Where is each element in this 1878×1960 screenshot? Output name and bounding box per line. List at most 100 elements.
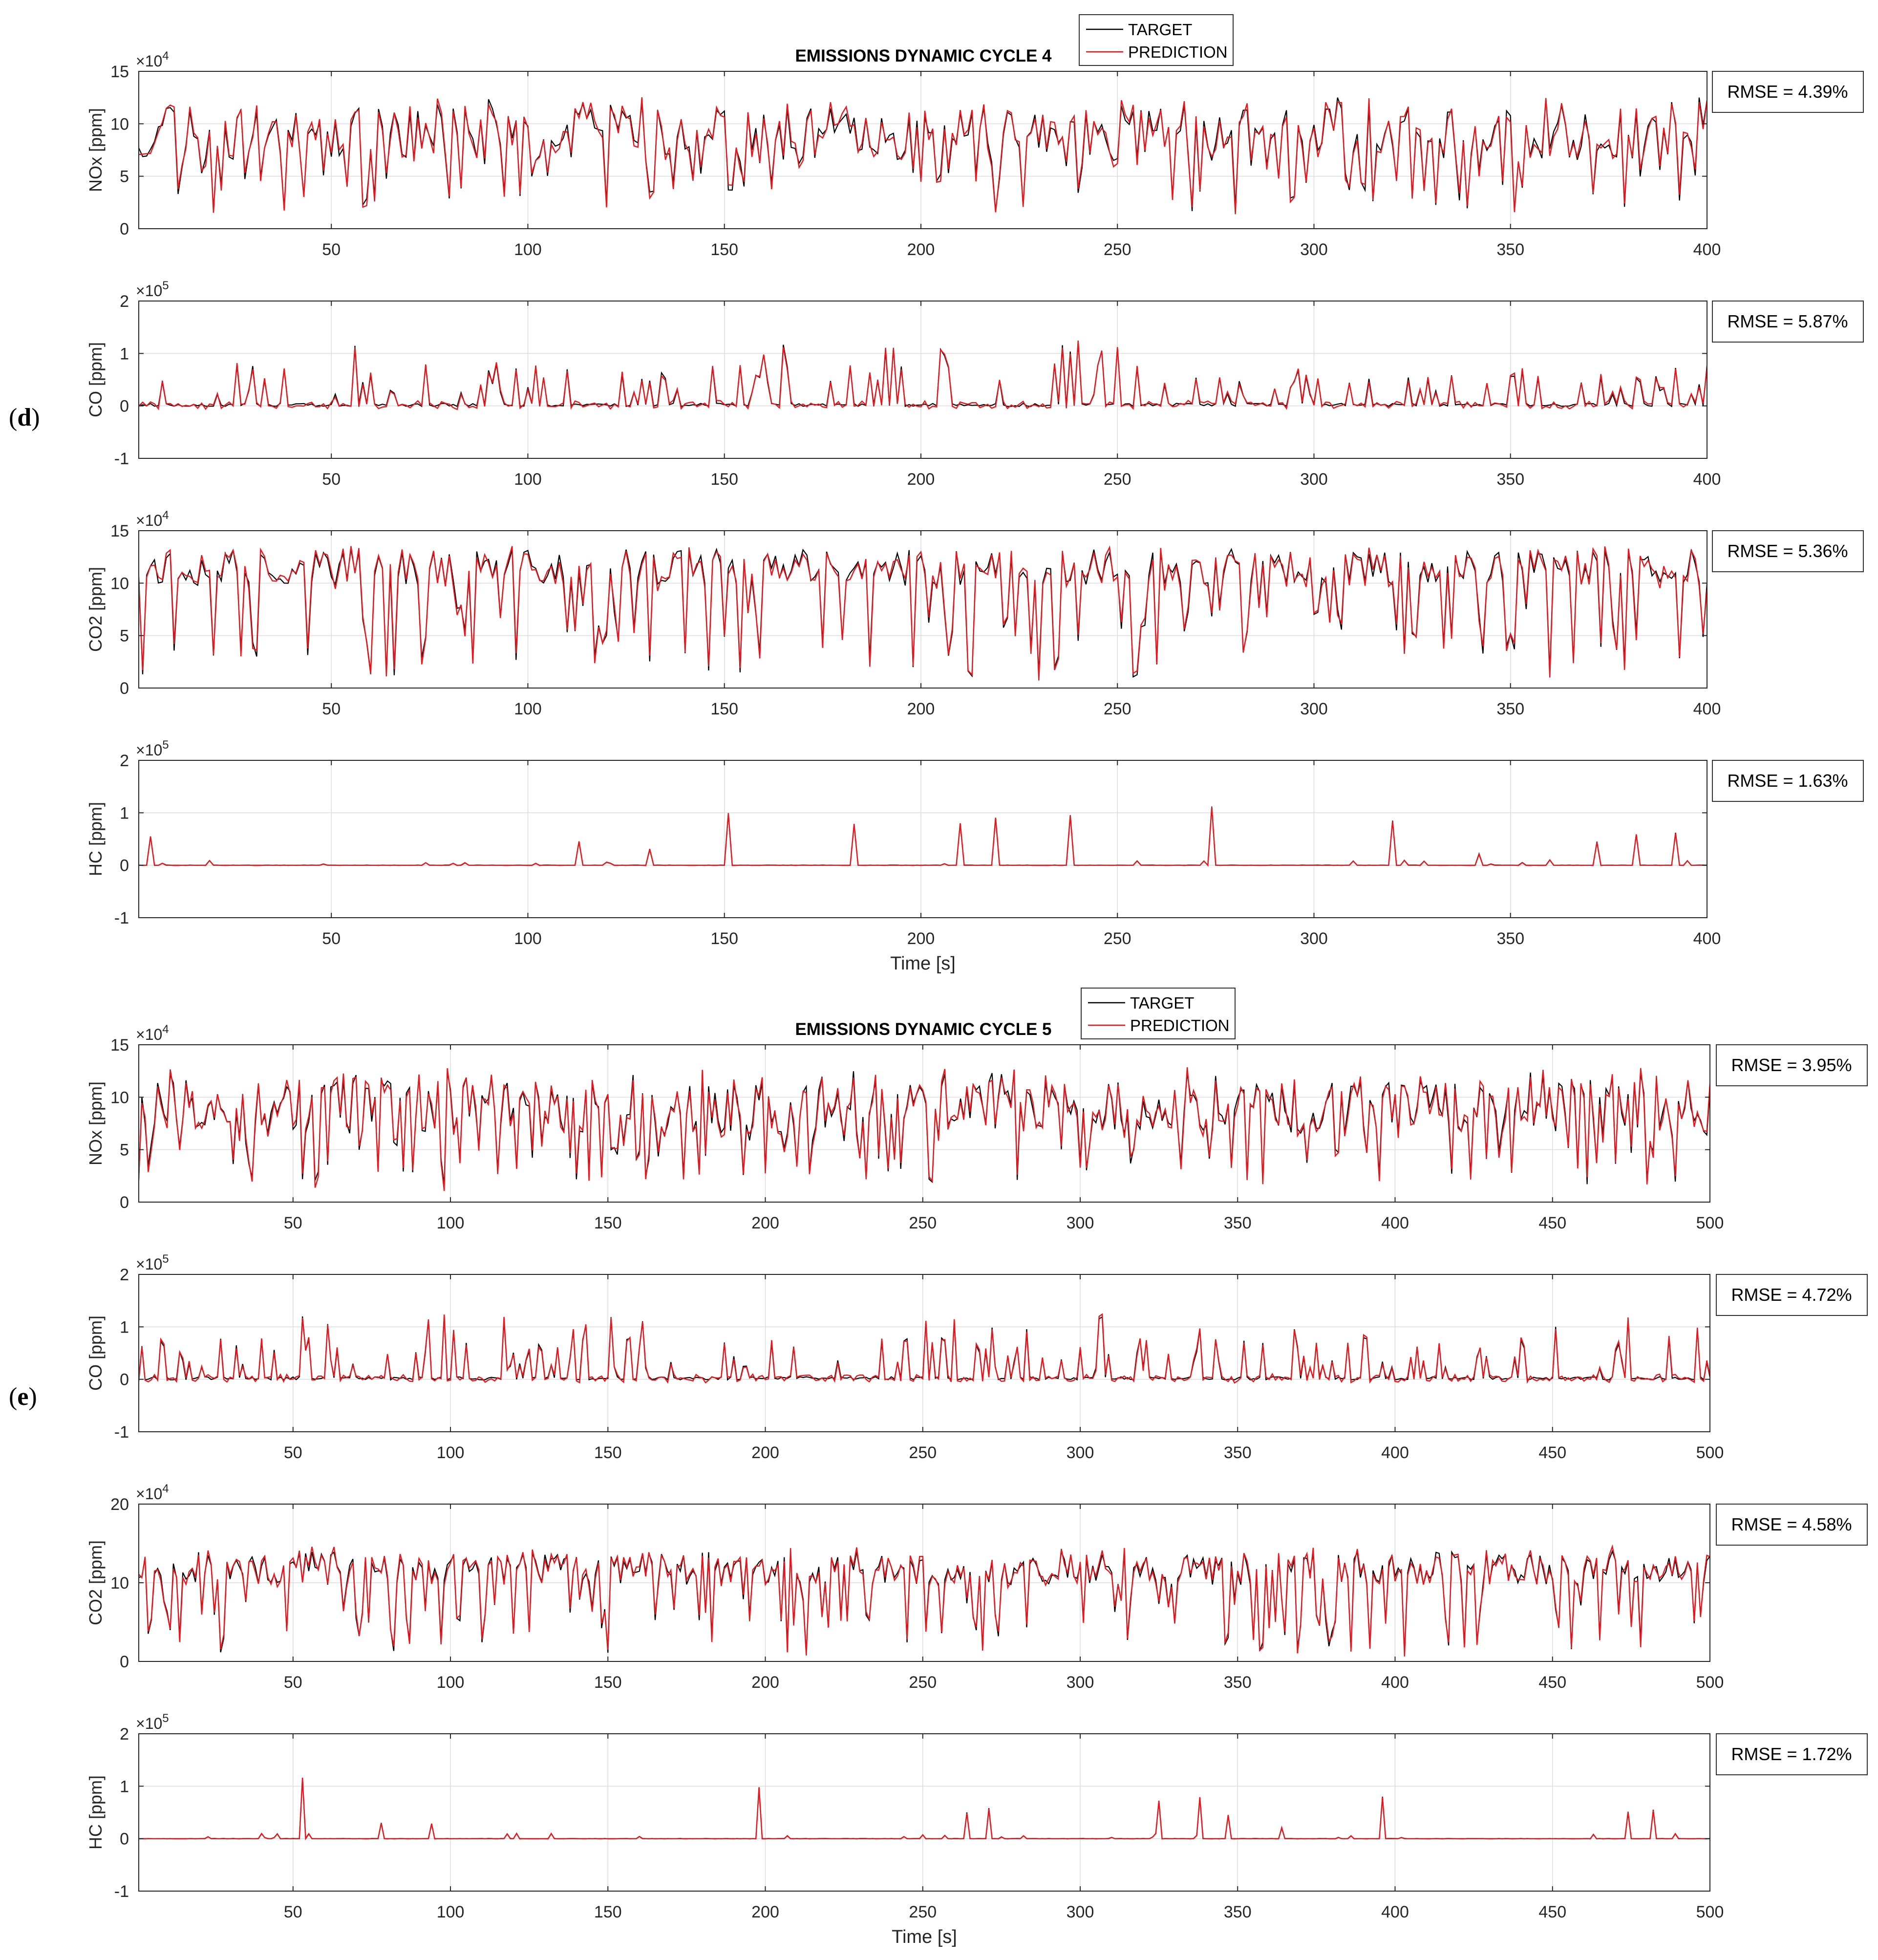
y-tick-label: 2 <box>120 1725 129 1744</box>
subplot-hc: 50 100 150 200 250 300 350 400 -1 0 1 2 ×105 HC [ppm]… <box>85 738 1864 974</box>
x-tick-label: 250 <box>1104 929 1131 948</box>
y-tick-label: 0 <box>120 1371 129 1389</box>
x-tick-label: 350 <box>1496 470 1524 489</box>
y-tick-label: 10 <box>110 1088 129 1107</box>
x-tick-label: 350 <box>1496 929 1524 948</box>
x-tick-label: 150 <box>594 1443 622 1462</box>
series-prediction-line <box>139 806 1707 867</box>
x-tick-label: 200 <box>907 470 935 489</box>
rmse-label: RMSE = 4.72% <box>1731 1285 1852 1305</box>
x-tick-label: 50 <box>322 700 341 718</box>
chart-title: EMISSIONS DYNAMIC CYCLE 4 <box>795 46 1052 65</box>
x-tick-label: 50 <box>284 1673 302 1692</box>
rmse-box: RMSE = 4.72% <box>1716 1274 1868 1316</box>
y-axis-label: CO2 [ppm] <box>85 567 106 652</box>
x-tick-label: 150 <box>710 929 738 948</box>
y-axis-label: CO2 [ppm] <box>85 1540 106 1625</box>
x-tick-label: 100 <box>514 929 542 948</box>
x-tick-label: 150 <box>710 700 738 718</box>
rmse-label: RMSE = 3.95% <box>1731 1055 1852 1075</box>
x-tick-label: 250 <box>909 1903 937 1921</box>
panel-label-letter: e <box>17 1383 28 1411</box>
y-tick-label: 0 <box>120 1830 129 1849</box>
legend-prediction-label: PREDICTION <box>1128 43 1228 61</box>
x-tick-label: 50 <box>322 929 341 948</box>
y-exponent-power: 5 <box>162 738 169 752</box>
legend-target-label: TARGET <box>1128 21 1192 39</box>
y-tick-label: 1 <box>120 345 129 363</box>
y-exponent: ×105 <box>136 1252 169 1273</box>
rmse-box: RMSE = 1.72% <box>1716 1733 1868 1775</box>
plot-area <box>139 1734 1710 1891</box>
y-exponent: ×105 <box>136 1712 169 1732</box>
x-tick-label: 250 <box>909 1443 937 1462</box>
y-tick-label: 10 <box>110 115 129 133</box>
rmse-label: RMSE = 4.58% <box>1731 1514 1852 1534</box>
x-tick-label: 350 <box>1496 240 1524 259</box>
x-tick-label: 250 <box>1104 700 1131 718</box>
x-tick-label: 200 <box>751 1214 779 1232</box>
x-tick-label: 200 <box>907 240 935 259</box>
x-tick-label: 450 <box>1538 1443 1566 1462</box>
x-tick-label: 350 <box>1224 1673 1252 1692</box>
y-tick-label: 15 <box>110 1036 129 1055</box>
x-tick-label: 400 <box>1381 1903 1409 1921</box>
y-exponent-power: 4 <box>162 49 169 63</box>
legend-box <box>1081 988 1236 1039</box>
rmse-box: RMSE = 1.63% <box>1712 760 1864 802</box>
y-tick-label: 10 <box>110 1574 129 1593</box>
y-exponent: ×104 <box>136 49 169 70</box>
series-prediction-line <box>139 1067 1710 1191</box>
x-tick-label: 400 <box>1381 1673 1409 1692</box>
y-tick-label: -1 <box>114 909 129 927</box>
x-tick-label: 300 <box>1067 1903 1094 1921</box>
subplot-nox: 50 100 150 200 250 300 350 400 450 500 0 5 10 15 ×104 N… <box>85 1023 1868 1232</box>
x-tick-label: 200 <box>751 1443 779 1462</box>
x-tick-label: 150 <box>710 470 738 489</box>
series-prediction-line <box>139 1544 1710 1657</box>
y-tick-label: 15 <box>110 63 129 81</box>
rmse-frame <box>1712 760 1864 802</box>
x-tick-label: 400 <box>1381 1443 1409 1462</box>
x-tick-label: 100 <box>514 240 542 259</box>
rmse-box: RMSE = 5.36% <box>1712 530 1864 572</box>
x-axis-label: Time [s] <box>890 953 956 974</box>
y-tick-label: 5 <box>120 1141 129 1160</box>
panel-e: (e) EMISSIONS DYNAMIC CYCLE 5 TARGET PREDIC… <box>9 988 1868 1947</box>
y-exponent-power: 4 <box>162 1023 169 1036</box>
panel-label-letter: d <box>17 404 31 431</box>
x-tick-label: 150 <box>710 240 738 259</box>
axes-frame <box>138 1733 1710 1892</box>
legend-prediction-label: PREDICTION <box>1130 1016 1230 1034</box>
axes-frame <box>138 760 1707 918</box>
subplot-co2: 50 100 150 200 250 300 350 400 0 5 10 15 ×104 CO2 [pp… <box>85 509 1864 718</box>
y-tick-label: 2 <box>120 1266 129 1284</box>
y-axis-label: CO [ppm] <box>85 1315 106 1391</box>
rmse-label: RMSE = 5.36% <box>1727 541 1848 561</box>
y-axis-label: NOx [ppm] <box>85 108 106 192</box>
x-tick-label: 350 <box>1224 1443 1252 1462</box>
x-tick-label: 300 <box>1300 470 1328 489</box>
y-tick-label: 20 <box>110 1495 129 1514</box>
x-tick-label: 100 <box>437 1903 465 1921</box>
x-tick-label: 400 <box>1693 700 1721 718</box>
y-tick-label: 2 <box>120 292 129 311</box>
panel-label: (d) <box>9 404 40 431</box>
x-tick-label: 300 <box>1300 240 1328 259</box>
y-tick-label: 1 <box>120 1318 129 1336</box>
y-tick-label: 10 <box>110 574 129 593</box>
rmse-frame <box>1712 301 1864 343</box>
y-tick-label: 0 <box>120 1193 129 1212</box>
x-tick-label: 250 <box>909 1673 937 1692</box>
y-axis-label: CO [ppm] <box>85 342 106 417</box>
x-tick-label: 50 <box>284 1443 302 1462</box>
x-tick-label: 50 <box>284 1903 302 1921</box>
panel-label: (e) <box>9 1383 37 1411</box>
rmse-frame <box>1712 530 1864 572</box>
x-tick-label: 500 <box>1696 1673 1724 1692</box>
axes-frame <box>138 71 1707 229</box>
x-tick-label: 200 <box>907 700 935 718</box>
x-axis-label: Time [s] <box>892 1927 957 1947</box>
rmse-box: RMSE = 3.95% <box>1716 1044 1868 1086</box>
rmse-frame <box>1716 1044 1868 1086</box>
